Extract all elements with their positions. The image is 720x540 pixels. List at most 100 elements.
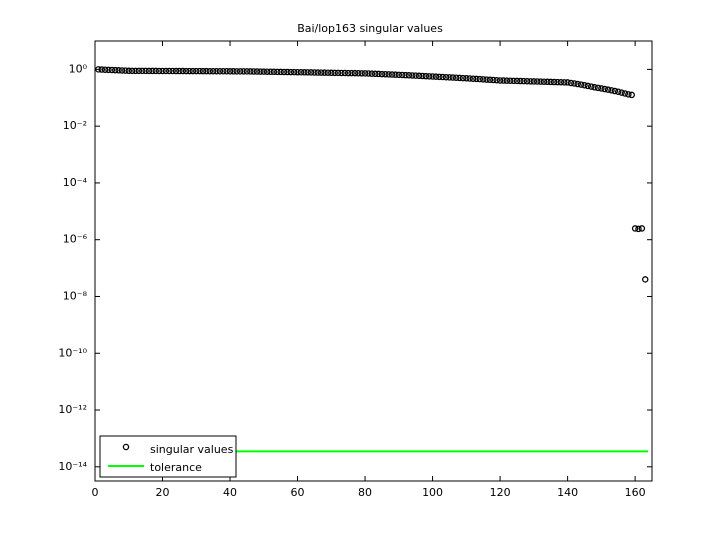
point: [263, 68, 271, 75]
point: [368, 70, 376, 77]
point: [149, 67, 156, 75]
point: [314, 69, 322, 76]
point: [581, 82, 588, 89]
point: [375, 70, 382, 78]
point: [382, 70, 389, 78]
point: [425, 73, 433, 80]
point: [476, 75, 484, 83]
point: [631, 225, 639, 232]
y-tick-label: 10⁰: [69, 62, 88, 75]
point: [155, 67, 163, 75]
point: [115, 67, 122, 74]
point: [307, 69, 315, 76]
point: [452, 74, 460, 81]
point: [199, 67, 207, 75]
point: [220, 67, 227, 75]
point: [560, 79, 568, 86]
point: [638, 225, 646, 232]
point: [142, 67, 149, 75]
point: [226, 68, 234, 75]
point: [105, 66, 112, 74]
point: [547, 78, 554, 86]
point: [459, 74, 467, 82]
point: [193, 67, 200, 75]
point: [419, 72, 426, 80]
point: [196, 67, 203, 75]
point: [449, 74, 457, 81]
point: [436, 73, 443, 81]
point: [388, 71, 396, 78]
point: [486, 76, 494, 84]
point: [584, 82, 592, 90]
point: [463, 75, 470, 82]
point: [311, 69, 318, 76]
point: [466, 75, 473, 82]
point: [361, 70, 369, 77]
point: [402, 71, 409, 79]
point: [530, 78, 538, 85]
point: [479, 76, 487, 83]
point: [517, 77, 524, 85]
point: [429, 73, 436, 80]
point: [257, 68, 264, 75]
point: [432, 73, 440, 80]
point: [203, 67, 210, 75]
point: [506, 77, 514, 84]
x-tick-label: 160: [625, 486, 646, 499]
point: [564, 79, 571, 86]
point: [172, 67, 180, 75]
x-tick-label: 140: [557, 486, 578, 499]
y-tick-label: 10⁻⁸: [63, 289, 88, 302]
point: [520, 77, 527, 85]
point: [294, 68, 301, 76]
legend-label: tolerance: [150, 461, 202, 474]
point: [101, 66, 109, 73]
point: [493, 76, 500, 84]
point: [442, 73, 450, 81]
point: [290, 68, 298, 76]
point: [415, 72, 423, 80]
legend-box: [99, 435, 237, 478]
point: [628, 91, 635, 99]
y-tick-label: 10⁻¹⁰: [58, 346, 87, 359]
point: [625, 91, 632, 98]
point: [348, 69, 355, 77]
point: [162, 67, 170, 75]
point: [166, 67, 173, 75]
point: [618, 89, 625, 96]
point: [145, 67, 153, 75]
point: [533, 78, 541, 85]
point: [331, 69, 338, 77]
y-tick-label: 10⁻⁶: [63, 233, 88, 246]
point: [355, 69, 362, 77]
x-tick-label: 120: [490, 486, 511, 499]
point: [209, 67, 217, 75]
point: [392, 71, 399, 78]
point: [236, 68, 244, 75]
point: [152, 67, 160, 75]
x-tick-label: 60: [291, 486, 305, 499]
chart-title: Bai/lop163 singular values: [297, 22, 443, 35]
point: [233, 68, 241, 75]
point: [159, 67, 166, 75]
point: [365, 70, 372, 77]
point: [341, 69, 349, 77]
point: [446, 74, 453, 81]
point: [324, 69, 332, 76]
point: [135, 67, 143, 75]
y-tick-label: 10⁻²: [63, 119, 87, 132]
point: [253, 68, 261, 75]
point: [317, 69, 325, 76]
point: [277, 68, 284, 76]
point: [304, 69, 311, 76]
point: [574, 80, 581, 88]
point: [567, 79, 575, 87]
point: [358, 70, 365, 77]
point: [301, 69, 308, 76]
point: [510, 77, 517, 85]
point: [496, 77, 504, 84]
point: [604, 86, 612, 93]
point: [500, 77, 507, 84]
point: [351, 69, 359, 77]
x-tick-label: 0: [92, 486, 99, 499]
